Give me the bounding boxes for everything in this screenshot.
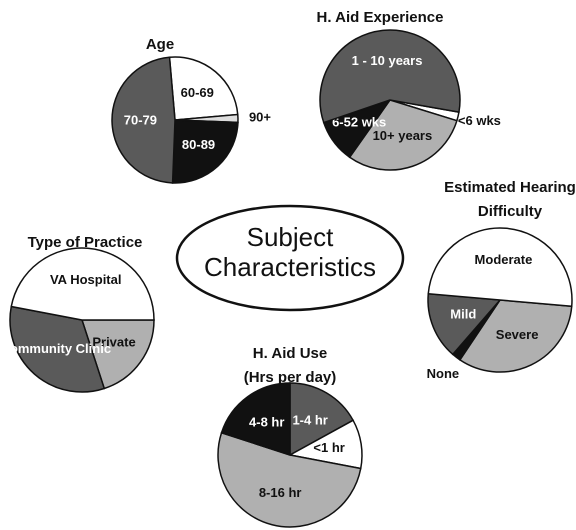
pie-slice (168, 56, 239, 121)
slice-label: 1 - 10 years (352, 53, 423, 68)
pie-slice (10, 247, 155, 321)
pie-slice (427, 292, 502, 356)
slice-label: 80-89 (182, 137, 215, 152)
pie-slice (217, 431, 362, 528)
slice-label: 70-79 (124, 112, 157, 127)
pie-title: Estimated Hearing Difficulty (444, 179, 576, 220)
center-label: Subject Characteristics (204, 222, 376, 282)
slice-label: Moderate (475, 252, 533, 267)
slice-label: 4-8 hr (249, 414, 284, 429)
pie-slice (80, 319, 155, 390)
pie-slice (9, 305, 106, 393)
slice-label: Private (92, 335, 135, 350)
pie-slice (319, 29, 461, 124)
pie-slice (111, 56, 176, 184)
slice-label: <1 hr (313, 440, 344, 455)
pie-slice (458, 299, 573, 373)
pie-title: Age (145, 36, 175, 53)
slice-label: 8-16 hr (259, 485, 302, 500)
pie-title: H. Aid Use (252, 345, 328, 362)
slice-label: Community Clinic (1, 341, 112, 356)
center-ellipse (175, 204, 405, 312)
slice-label: VA Hospital (50, 272, 122, 287)
slice-label: 10+ years (373, 128, 433, 143)
pie-title: Type of Practice (27, 234, 143, 251)
pie-slice (427, 227, 573, 308)
pie-slice (289, 382, 355, 457)
slice-label: <6 wks (458, 113, 501, 128)
pie-slice (348, 99, 458, 171)
slice-label: 60-69 (181, 85, 214, 100)
pie-title: H. Aid Experience (316, 9, 444, 26)
pie-slice (171, 119, 239, 184)
slice-label: Mild (450, 306, 476, 321)
slice-label: Severe (496, 327, 539, 342)
slice-label: 1-4 hr (292, 412, 327, 427)
pie-slice (220, 382, 291, 457)
pie-subtitle: (Hrs per day) (243, 369, 337, 386)
slice-label: None (427, 366, 460, 381)
slice-label: 90+ (249, 109, 271, 124)
slice-label: 6-52 wks (332, 114, 386, 129)
